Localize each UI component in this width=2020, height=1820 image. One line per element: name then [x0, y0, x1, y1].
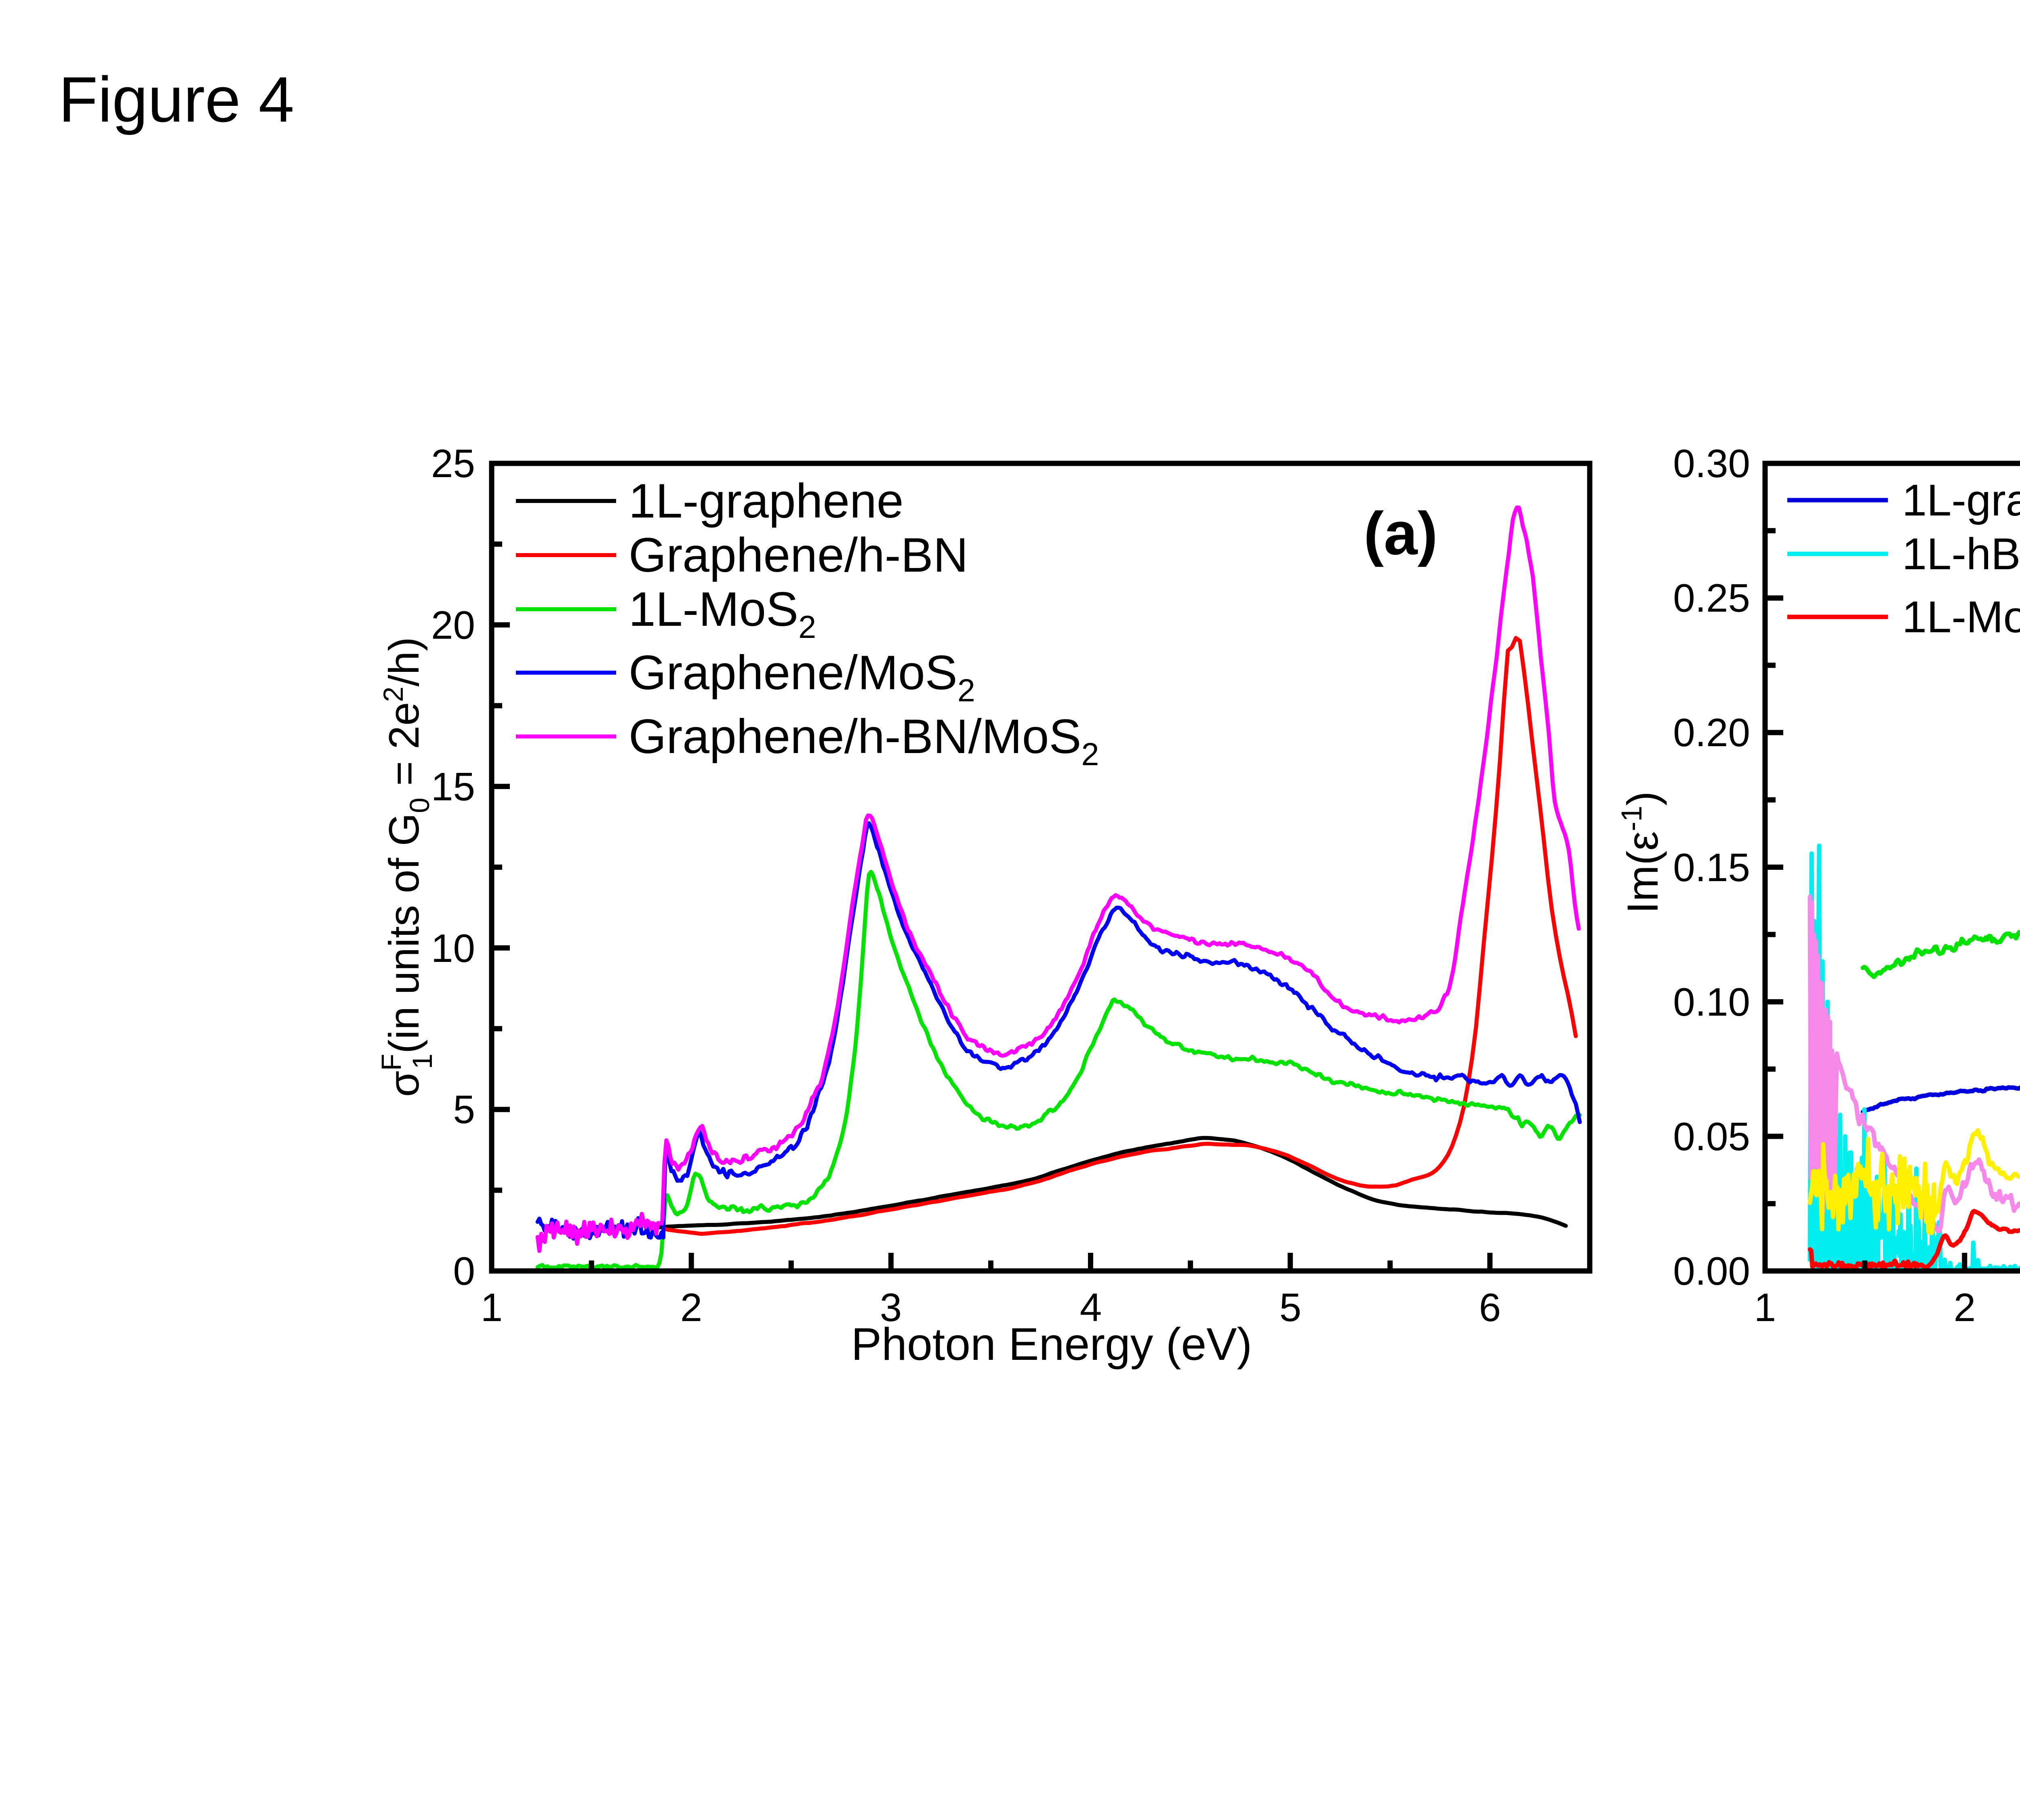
svg-text:5: 5	[1279, 1285, 1302, 1330]
svg-text:2: 2	[1954, 1285, 1976, 1330]
svg-text:Photon Energy (eV): Photon Energy (eV)	[851, 1319, 1252, 1370]
svg-text:1: 1	[1754, 1285, 1776, 1330]
svg-text:1L-graphene: 1L-graphene	[629, 474, 904, 528]
svg-text:0.05: 0.05	[1673, 1114, 1750, 1159]
svg-text:1L-MoS2: 1L-MoS2	[1902, 592, 2020, 650]
svg-text:20: 20	[431, 603, 475, 647]
svg-text:10: 10	[431, 926, 475, 970]
svg-text:0: 0	[453, 1249, 475, 1293]
svg-text:(a): (a)	[1364, 499, 1437, 567]
svg-text:Figure 4: Figure 4	[59, 63, 294, 135]
svg-text:0.15: 0.15	[1673, 845, 1750, 890]
svg-text:0.10: 0.10	[1673, 980, 1750, 1024]
svg-text:15: 15	[431, 764, 475, 809]
svg-text:Graphene/h-BN: Graphene/h-BN	[629, 528, 968, 582]
svg-text:2: 2	[680, 1285, 703, 1330]
svg-text:6: 6	[1479, 1285, 1501, 1330]
svg-text:0.00: 0.00	[1673, 1249, 1750, 1293]
svg-text:0.30: 0.30	[1673, 441, 1750, 486]
svg-text:1L-hBN: 1L-hBN	[1902, 529, 2020, 579]
svg-text:5: 5	[453, 1087, 475, 1132]
svg-text:4: 4	[1080, 1285, 1102, 1330]
svg-text:Graphene/MoS2: Graphene/MoS2	[629, 646, 975, 708]
svg-text:3: 3	[880, 1285, 902, 1330]
svg-text:1L-MoS2: 1L-MoS2	[629, 582, 816, 645]
svg-text:Graphene/h-BN/MoS2: Graphene/h-BN/MoS2	[629, 709, 1099, 772]
svg-text:0.25: 0.25	[1673, 576, 1750, 620]
svg-text:1L-graphene: 1L-graphene	[1902, 476, 2020, 525]
svg-text:0.20: 0.20	[1673, 710, 1750, 755]
svg-text:σF1(in units of G0 = 2e2/h): σF1(in units of G0 = 2e2/h)	[376, 637, 438, 1097]
svg-text:1: 1	[481, 1285, 503, 1330]
svg-text:25: 25	[431, 441, 475, 486]
